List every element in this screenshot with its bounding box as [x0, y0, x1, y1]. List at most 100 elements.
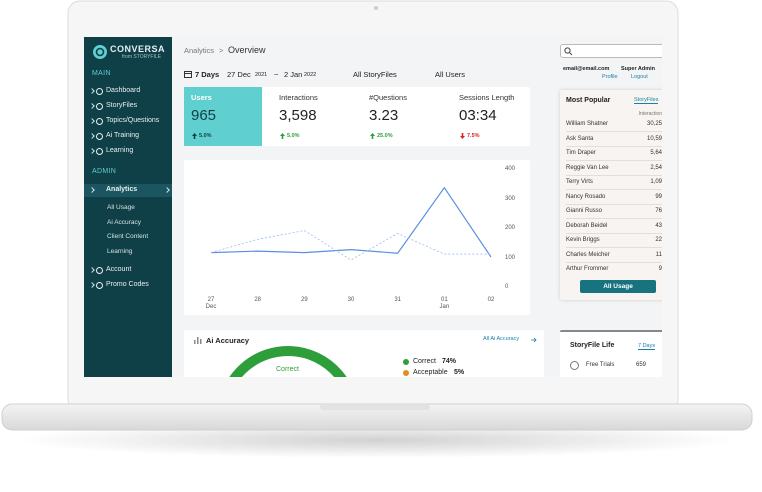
row-divider [566, 174, 662, 176]
row-divider [566, 261, 662, 263]
stat-value: 3.23 [369, 107, 399, 124]
nav-icon [96, 133, 103, 140]
end-date[interactable]: 2 Jan [284, 70, 303, 79]
period[interactable]: 7 Days [195, 70, 220, 79]
bar-icon [194, 337, 202, 344]
period-select[interactable]: 7 Days [638, 343, 656, 350]
breadcrumb[interactable]: Analytics [184, 46, 215, 55]
trend-arrow [460, 133, 465, 139]
link[interactable]: All Ai Accuracy [483, 336, 520, 342]
search[interactable] [560, 44, 662, 58]
legend-dot [403, 359, 409, 365]
row-name: Kevin Briggs [566, 237, 600, 243]
trend-arrow [280, 133, 285, 139]
series-line [210, 186, 492, 258]
stat-label: Interactions [279, 93, 318, 102]
storyfile-filter[interactable]: All StoryFiles [353, 70, 397, 79]
x-tick-label: 28 [254, 297, 261, 303]
chevron [89, 133, 95, 139]
nav-item[interactable]: Promo Codes [106, 281, 149, 288]
active-row [84, 184, 172, 197]
row-value: 99 [655, 193, 662, 200]
brand-sub: from STORYFILE [122, 54, 161, 60]
row-value: 10,59 [646, 135, 662, 142]
date-sep: ~ [274, 70, 279, 79]
y-tick-label: 300 [505, 195, 516, 202]
logo [93, 45, 107, 59]
trend-arrow [460, 133, 465, 139]
nav-item[interactable]: StoryFiles [106, 102, 138, 109]
donut-segment [229, 346, 347, 377]
chevron [89, 88, 95, 94]
sub-item[interactable]: All Usage [107, 204, 135, 211]
row-divider [566, 189, 662, 190]
most-popular-panel: Most Popular StoryFiles Interaction William… [560, 90, 662, 300]
nav-icon [96, 103, 103, 110]
sub-item[interactable]: Learning [107, 247, 133, 255]
row-name: Tim Draper [566, 150, 596, 156]
stat-change: 5.0% [199, 133, 212, 139]
sub-item[interactable]: Client Content [107, 233, 149, 240]
nav-item[interactable]: Analytics [106, 186, 138, 193]
panel-title: Most Popular [566, 97, 611, 104]
row-value: 9 [658, 266, 662, 272]
row-value: 5,64 [650, 150, 662, 156]
y-tick-label: 100 [505, 254, 516, 261]
nav-icon [96, 148, 103, 155]
section-label: ADMIN [92, 168, 117, 175]
profile-link[interactable]: Profile [602, 74, 618, 80]
row-name: Terry Virts [566, 179, 593, 185]
stat-label: Sessions Length [459, 93, 515, 102]
chevron [89, 282, 95, 288]
stat-value: 965 [191, 107, 217, 124]
start-date[interactable]: 27 Dec [227, 70, 251, 79]
trend-arrow [370, 133, 375, 139]
x-tick-label: 01 Jan [439, 297, 450, 310]
row-name: Reggie Van Lee [566, 164, 609, 171]
column-header: Interaction [638, 111, 662, 117]
nav-item[interactable]: Learning [106, 147, 134, 154]
tab[interactable]: StoryFiles [634, 97, 659, 104]
breadcrumb-sep: > [219, 46, 224, 55]
trend-arrow [370, 133, 375, 139]
row-value: 30,25 [646, 121, 662, 127]
stat-label: #Questions [369, 93, 407, 102]
row-divider [566, 145, 662, 147]
plot [210, 186, 492, 261]
x-tick-label: 02 [487, 297, 495, 303]
x-tick-label: 27 Dec [205, 297, 217, 310]
link-arrow [531, 337, 537, 343]
row-icon [570, 361, 579, 370]
nav-item[interactable]: Topics/Questions [106, 117, 160, 124]
row-name: Gianni Russo [566, 208, 603, 214]
row-divider [566, 218, 662, 219]
icon-bar [200, 339, 202, 344]
trend-arrow [192, 133, 197, 139]
row-value: 2,54 [650, 164, 662, 171]
nav-icon [96, 88, 103, 95]
nav-item[interactable]: Dashboard [106, 87, 141, 94]
row-name: Arthur Frommer [566, 266, 609, 272]
donut [229, 346, 409, 377]
icon-bar [197, 337, 199, 344]
stat-change: 7.5% [467, 133, 480, 139]
nav-icon [96, 267, 103, 274]
end-year: 2022 [304, 72, 317, 78]
row-value: 76 [655, 208, 662, 214]
brand: CONVERSA [110, 44, 166, 54]
button[interactable]: All Usage [580, 280, 656, 293]
breadcrumb-current: Overview [228, 45, 266, 55]
row-divider [566, 160, 662, 161]
user-filter[interactable]: All Users [435, 70, 466, 79]
x-tick-label: 30 [347, 297, 355, 303]
nav-item[interactable]: Ai Training [106, 132, 140, 139]
nav-item[interactable]: Account [106, 266, 132, 273]
logout-link[interactable]: Logout [631, 74, 648, 80]
row-name: Deborah Beidel [566, 222, 608, 229]
sub-item[interactable]: Ai Accuracy [107, 218, 141, 226]
legend-name: Acceptable [413, 369, 448, 376]
series-line [210, 230, 491, 261]
sidebar: CONVERSA from STORYFILE MAIN ADMIN Analy… [84, 37, 172, 377]
row-name: Free Trials [586, 362, 615, 368]
